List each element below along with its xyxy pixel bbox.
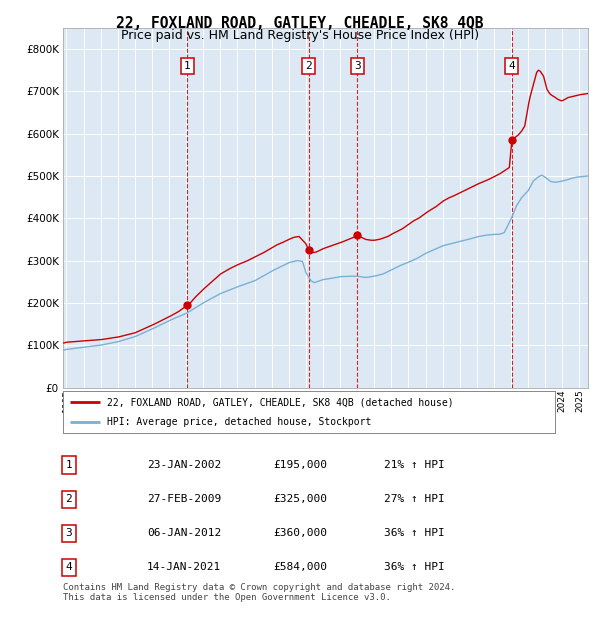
Text: £325,000: £325,000: [273, 494, 327, 504]
Text: 4: 4: [508, 61, 515, 71]
Text: Price paid vs. HM Land Registry's House Price Index (HPI): Price paid vs. HM Land Registry's House …: [121, 29, 479, 42]
Text: 22, FOXLAND ROAD, GATLEY, CHEADLE, SK8 4QB (detached house): 22, FOXLAND ROAD, GATLEY, CHEADLE, SK8 4…: [107, 397, 454, 407]
Text: 36% ↑ HPI: 36% ↑ HPI: [384, 528, 445, 538]
Text: £195,000: £195,000: [273, 460, 327, 470]
Text: 14-JAN-2021: 14-JAN-2021: [147, 562, 221, 572]
Text: 3: 3: [65, 528, 73, 538]
Text: 1: 1: [184, 61, 191, 71]
Text: 3: 3: [354, 61, 361, 71]
Text: HPI: Average price, detached house, Stockport: HPI: Average price, detached house, Stoc…: [107, 417, 371, 427]
Text: 4: 4: [65, 562, 73, 572]
Text: 22, FOXLAND ROAD, GATLEY, CHEADLE, SK8 4QB: 22, FOXLAND ROAD, GATLEY, CHEADLE, SK8 4…: [116, 16, 484, 31]
Text: Contains HM Land Registry data © Crown copyright and database right 2024.
This d: Contains HM Land Registry data © Crown c…: [63, 583, 455, 602]
Text: £584,000: £584,000: [273, 562, 327, 572]
Text: 21% ↑ HPI: 21% ↑ HPI: [384, 460, 445, 470]
Text: 36% ↑ HPI: 36% ↑ HPI: [384, 562, 445, 572]
Text: 1: 1: [65, 460, 73, 470]
Text: £360,000: £360,000: [273, 528, 327, 538]
Text: 2: 2: [305, 61, 312, 71]
Text: 23-JAN-2002: 23-JAN-2002: [147, 460, 221, 470]
Text: 27-FEB-2009: 27-FEB-2009: [147, 494, 221, 504]
Text: 06-JAN-2012: 06-JAN-2012: [147, 528, 221, 538]
Text: 2: 2: [65, 494, 73, 504]
Text: 27% ↑ HPI: 27% ↑ HPI: [384, 494, 445, 504]
